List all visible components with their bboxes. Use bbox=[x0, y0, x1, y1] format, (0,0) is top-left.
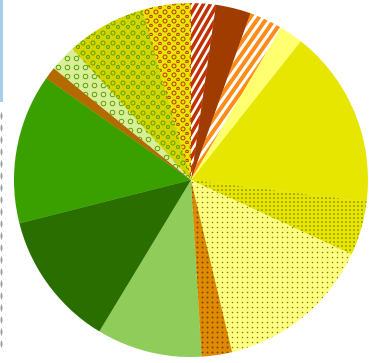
pie-slice-14 bbox=[72, 9, 191, 181]
pie-slices bbox=[13, 3, 368, 357]
pie-slice-10 bbox=[19, 180, 192, 332]
pie-slice-1 bbox=[191, 3, 216, 180]
pie-slice-6 bbox=[191, 180, 367, 255]
pie-slice-12 bbox=[46, 68, 192, 180]
pie-slice-11 bbox=[13, 78, 192, 224]
pie-slice-13 bbox=[53, 48, 191, 181]
pie-slice-4 bbox=[191, 27, 301, 180]
left-edge-dots bbox=[0, 110, 3, 350]
pie-slice-15 bbox=[142, 3, 191, 180]
pie-slice-5 bbox=[191, 41, 368, 202]
pie-slice-7 bbox=[191, 180, 352, 353]
pie-slice-8 bbox=[191, 180, 233, 357]
pie-slice-3 bbox=[191, 13, 282, 181]
pie-slice-9 bbox=[99, 180, 202, 357]
pie-slice-2 bbox=[191, 4, 251, 180]
